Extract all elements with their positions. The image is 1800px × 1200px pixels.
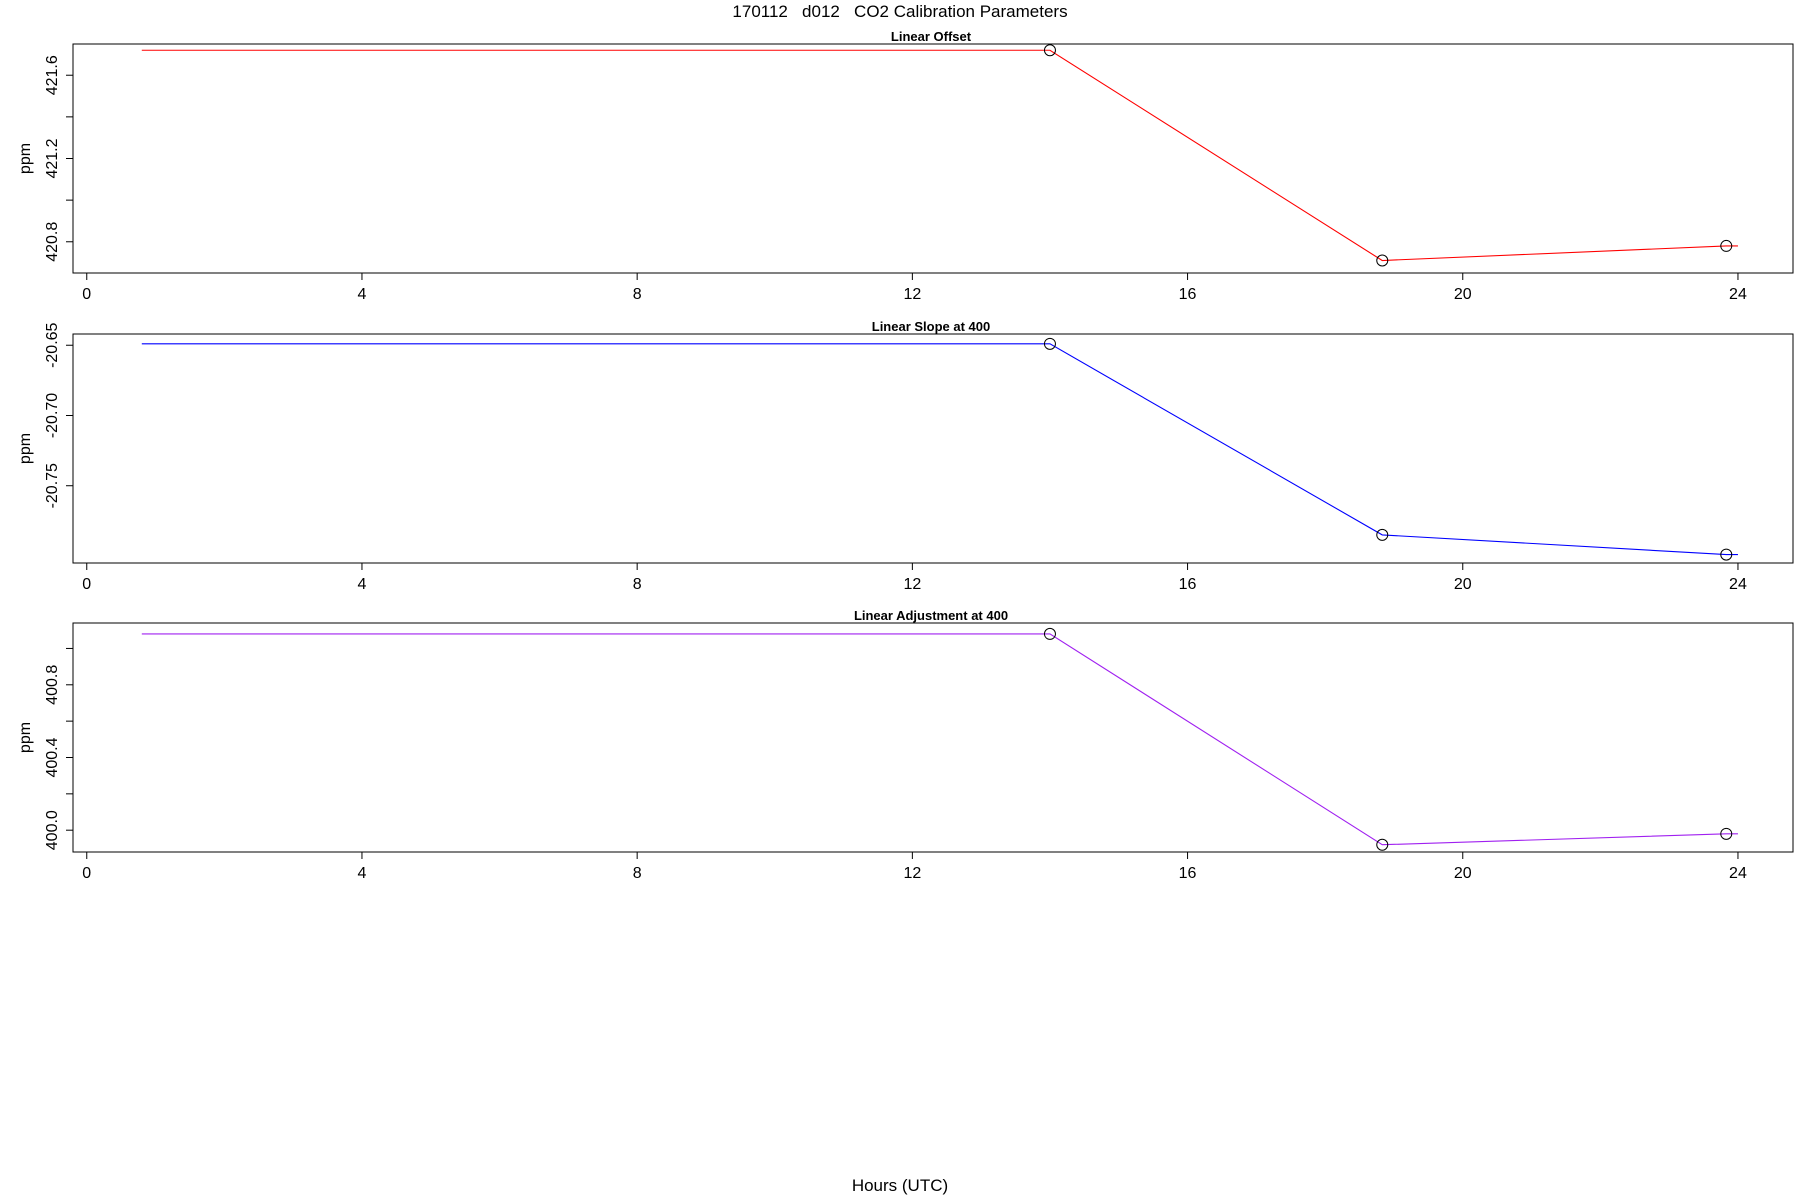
y-tick-label: 400.8 (44, 665, 61, 705)
x-tick-label: 16 (1179, 286, 1197, 303)
data-point (1720, 239, 1733, 252)
series-line (141, 343, 1738, 556)
figure-title: 170112 d012 CO2 Calibration Parameters (732, 2, 1068, 21)
x-tick-label: 20 (1454, 865, 1472, 882)
x-tick-label: 8 (633, 286, 642, 303)
y-axis-label: ppm (17, 722, 34, 753)
x-tick-label: 4 (358, 286, 367, 303)
x-tick-label: 20 (1454, 576, 1472, 593)
y-axis-label: ppm (17, 433, 34, 464)
x-tick-label: 0 (82, 576, 91, 593)
panel-title: Linear Adjustment at 400 (854, 608, 1008, 623)
panel-title: Linear Slope at 400 (872, 319, 991, 334)
y-tick-label: 400.4 (44, 737, 61, 777)
x-tick-label: 0 (82, 286, 91, 303)
series-line (141, 633, 1738, 846)
panel-title: Linear Offset (891, 29, 972, 44)
series-line (141, 49, 1738, 262)
x-tick-label: 0 (82, 865, 91, 882)
x-tick-label: 24 (1729, 576, 1747, 593)
y-tick-label: 400.0 (44, 810, 61, 850)
x-tick-label: 12 (903, 865, 921, 882)
y-axis-label: ppm (17, 143, 34, 174)
y-tick-label: 421.2 (44, 138, 61, 178)
data-point (1720, 548, 1733, 561)
panel-linear-offset: Linear Offset 0 4 8 12 16 20 24 420.8 421.2 421.6 p… (17, 29, 1794, 303)
x-tick-label: 4 (358, 865, 367, 882)
plot-frame (72, 622, 1794, 853)
x-tick-label: 12 (903, 286, 921, 303)
x-tick-label: 8 (633, 865, 642, 882)
x-tick-label: 24 (1729, 865, 1747, 882)
x-tick-label: 12 (903, 576, 921, 593)
x-tick-label: 4 (358, 576, 367, 593)
x-tick-label: 16 (1179, 865, 1197, 882)
y-tick-label: 420.8 (44, 222, 61, 262)
y-tick-label: -20.75 (44, 463, 61, 508)
panel-linear-slope: Linear Slope at 400 0 4 8 12 16 20 24 -20.75 -20.… (17, 319, 1794, 593)
data-point (1376, 254, 1389, 267)
plot-frame (72, 43, 1794, 274)
data-point (1043, 627, 1056, 640)
y-tick-label: -20.70 (44, 393, 61, 438)
data-point (1043, 44, 1056, 57)
plot-frame (72, 333, 1794, 564)
x-tick-label: 16 (1179, 576, 1197, 593)
data-point (1376, 528, 1389, 541)
x-axis-label: Hours (UTC) (851, 1176, 949, 1195)
data-point (1043, 337, 1056, 350)
data-point (1376, 838, 1389, 851)
panel-linear-adjustment: Linear Adjustment at 400 0 4 8 12 16 20 24 400.0… (17, 608, 1794, 882)
y-tick-label: -20.65 (44, 322, 61, 367)
data-point (1720, 827, 1733, 840)
x-tick-label: 24 (1729, 286, 1747, 303)
y-tick-label: 421.6 (44, 55, 61, 95)
x-tick-label: 20 (1454, 286, 1472, 303)
x-tick-label: 8 (633, 576, 642, 593)
